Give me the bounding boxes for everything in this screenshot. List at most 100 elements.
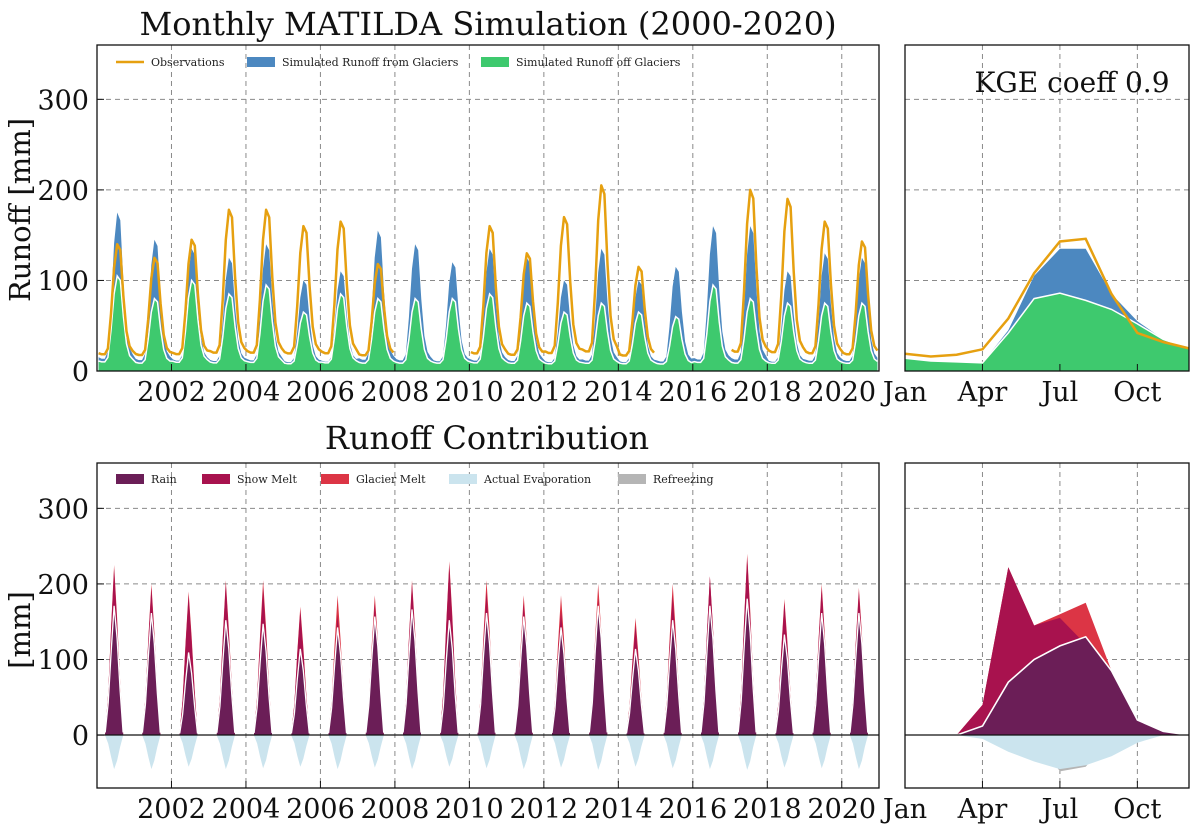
rain-edge <box>290 648 310 734</box>
x-tick-label: Apr <box>957 377 1008 408</box>
legend-from-glaciers-swatch <box>247 57 275 67</box>
bottom-left-plot-frame <box>96 462 880 789</box>
x-tick-label: 2020 <box>807 377 876 408</box>
x-tick-label: 2016 <box>658 377 727 408</box>
series-off-glaciers-edge <box>98 273 878 365</box>
top-legend: Observations Simulated Runoff from Glaci… <box>116 56 681 69</box>
x-tick-label: 2016 <box>658 794 727 825</box>
y-tick-label: 300 <box>37 494 89 525</box>
rain-area <box>328 627 347 736</box>
legend-glacier-melt-swatch <box>321 474 349 484</box>
rain-area <box>775 634 794 736</box>
rain-edge <box>327 627 348 733</box>
x-tick-label: Jan <box>880 794 927 825</box>
legend-off-glaciers-label: Simulated Runoff off Glaciers <box>516 56 681 69</box>
top-right-plot-frame <box>904 44 1190 372</box>
seasonal-observations-line <box>904 237 1190 358</box>
panel-top-seasonal: Jan Apr Jul Oct KGE coeff 0.9 <box>880 44 1190 408</box>
rain-area <box>701 605 719 736</box>
x-tick-label: 2006 <box>286 377 355 408</box>
bottom-legend: Rain Snow Melt Glacier Melt Actual Evapo… <box>116 473 714 486</box>
rain-edge <box>514 616 534 733</box>
legend-off-glaciers-swatch <box>481 57 509 67</box>
seasonal-rain-area <box>905 636 1189 736</box>
rain-edge <box>663 620 683 733</box>
legend-from-glaciers-label: Simulated Runoff from Glaciers <box>282 56 459 69</box>
rain-edge <box>476 612 497 733</box>
rain-area <box>589 605 608 736</box>
top-chart-title: Monthly MATILDA Simulation (2000-2020) <box>139 5 836 43</box>
x-tick-label: 2020 <box>807 794 876 825</box>
rain-edge <box>588 605 608 733</box>
panel-top-monthly: Monthly MATILDA Simulation (2000-2020) R… <box>3 5 880 408</box>
rain-edge <box>402 609 422 733</box>
x-tick-label: Jul <box>1038 794 1078 825</box>
legend-rain-swatch <box>116 474 144 484</box>
x-tick-label: 2004 <box>212 377 281 408</box>
y-tick-label: 0 <box>72 357 89 388</box>
top-left-plot-frame <box>96 44 880 372</box>
evaporation-area <box>216 735 235 770</box>
x-tick-label: Oct <box>1113 377 1161 408</box>
rain-edge <box>849 612 869 733</box>
x-tick-label: 2014 <box>584 794 653 825</box>
y-tick-label: 300 <box>37 85 89 116</box>
rain-edge <box>179 652 199 734</box>
rain-edge <box>700 605 720 733</box>
top-y-axis-label: Runoff [mm] <box>3 118 37 302</box>
evaporation-area <box>440 735 459 767</box>
evaporation-area <box>514 735 533 770</box>
rain-area <box>365 616 384 736</box>
rain-edge <box>774 634 795 734</box>
evaporation-area <box>701 735 719 770</box>
x-tick-label: Apr <box>957 794 1008 825</box>
x-tick-label: 2018 <box>733 377 802 408</box>
rain-edge <box>253 623 273 733</box>
rain-area <box>216 620 235 736</box>
rain-edge <box>439 620 459 733</box>
evaporation-area <box>328 735 347 770</box>
x-tick-label: 2014 <box>584 377 653 408</box>
legend-rain-label: Rain <box>151 473 177 486</box>
bottom-y-axis-label: [mm] <box>3 591 37 669</box>
y-tick-label: 0 <box>72 721 89 752</box>
evaporation-area <box>291 735 310 767</box>
evaporation-area <box>850 735 868 770</box>
rain-edge <box>551 627 571 733</box>
y-tick-label: 200 <box>37 570 89 601</box>
legend-evaporation-label: Actual Evaporation <box>483 473 591 486</box>
rain-area <box>850 613 868 736</box>
legend-observations-label: Observations <box>151 56 225 69</box>
x-tick-label: Jan <box>880 377 927 408</box>
rain-area <box>738 598 757 736</box>
evaporation-area <box>589 735 608 770</box>
x-tick-label: 2008 <box>361 794 430 825</box>
rain-edge <box>737 598 757 733</box>
series-observations-line <box>470 184 655 357</box>
x-tick-label: 2002 <box>137 377 206 408</box>
series-off-glaciers-area <box>98 275 878 371</box>
rain-area <box>514 616 533 736</box>
y-tick-label: 200 <box>37 176 89 207</box>
rain-area <box>440 620 459 736</box>
evaporation-area <box>365 735 384 768</box>
panel-bottom-monthly: Runoff Contribution [mm] 2002 2004 2006 200… <box>3 419 880 825</box>
series-observations-line <box>730 188 879 356</box>
bottom-right-plot-frame <box>904 462 1190 789</box>
rain-area <box>105 605 124 736</box>
evaporation-area <box>179 735 198 767</box>
x-tick-label: 2008 <box>361 377 430 408</box>
y-tick-label: 100 <box>37 266 89 297</box>
bottom-chart-title: Runoff Contribution <box>325 419 649 457</box>
evaporation-area <box>775 735 794 768</box>
evaporation-area <box>626 735 645 767</box>
rain-area <box>812 613 831 736</box>
x-tick-label: 2004 <box>212 794 281 825</box>
evaporation-area <box>552 735 570 768</box>
legend-glacier-melt-label: Glacier Melt <box>356 473 426 486</box>
rain-edge <box>104 605 124 733</box>
legend-refreezing-label: Refreezing <box>653 473 714 486</box>
x-tick-label: Jul <box>1038 377 1078 408</box>
kge-annotation: KGE coeff 0.9 <box>974 66 1169 99</box>
rain-area <box>179 652 198 736</box>
